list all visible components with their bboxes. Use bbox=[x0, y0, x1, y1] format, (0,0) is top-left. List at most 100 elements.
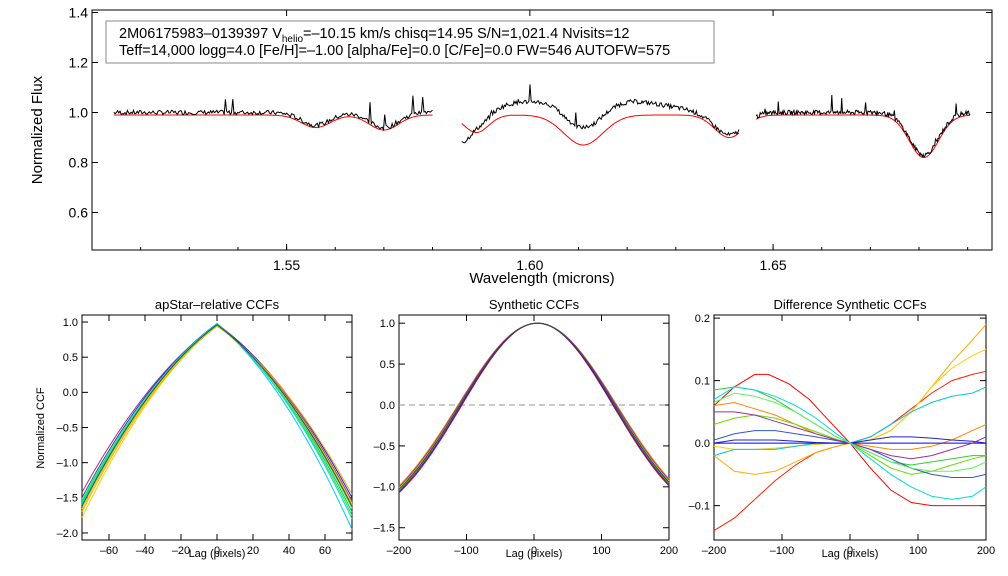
apstar-ccf-line bbox=[81, 324, 353, 502]
difference-x-tick-label: –100 bbox=[770, 545, 794, 557]
difference-y-tick-label: 0.0 bbox=[695, 438, 710, 450]
apstar-ccf-line bbox=[81, 323, 353, 499]
spectrum-y-tick-label: 1.2 bbox=[69, 54, 89, 70]
apstar-ccf-line bbox=[81, 324, 353, 518]
spectrum-y-tick-label: 1.0 bbox=[69, 104, 89, 120]
apstar-ccf-line bbox=[81, 325, 353, 513]
apstar-ccf-panel: –60 –40 –20 0 20 40 60 1.0 0.5 0.0 –0.5 –1.0 –1.5 –2.… bbox=[35, 297, 353, 560]
apstar-ccf-curves bbox=[81, 322, 353, 530]
spectrum-y-ticks: 0.6 0.8 1.0 1.2 1.4 bbox=[69, 4, 992, 220]
synthetic-ccf-line bbox=[398, 322, 670, 487]
synthetic-ccf-line bbox=[398, 322, 670, 494]
spectrum-axes-frame bbox=[91, 9, 993, 251]
spectrum-y-tick-label: 0.8 bbox=[69, 154, 89, 170]
apstar-ccf-y-axis-label: Normalized CCF bbox=[35, 387, 47, 469]
difference-ccf-x-axis-label: Lag (pixels) bbox=[822, 548, 879, 560]
synthetic-y-tick-label: –1.0 bbox=[374, 482, 395, 494]
spectrum-curves bbox=[113, 84, 971, 159]
apstar-x-tick-label: 0 bbox=[214, 545, 220, 557]
difference-ccf-line bbox=[714, 411, 987, 460]
synthetic-y-tick-label: 0.5 bbox=[380, 359, 395, 371]
apstar-ccf-title: apStar–relative CCFs bbox=[155, 297, 280, 312]
synthetic-ccf-x-axis-label: Lag (pixels) bbox=[506, 548, 563, 560]
apstar-x-tick-label: –60 bbox=[100, 545, 118, 557]
difference-ccf-line bbox=[713, 348, 987, 450]
annotation-line1-suffix: =–10.15 km/s chisq=14.95 S/N=1,021.4 Nvi… bbox=[303, 26, 629, 42]
synthetic-y-tick-label: 0.0 bbox=[380, 400, 395, 412]
model-spectrum-line bbox=[755, 114, 971, 159]
difference-ccf-line bbox=[713, 386, 987, 457]
difference-ccf-axes-frame bbox=[713, 314, 987, 541]
model-spectrum-line bbox=[113, 114, 433, 131]
apstar-ccf-ticks: –60 –40 –20 0 20 40 60 1.0 0.5 0.0 –0.5 –1.0 –1.5 –2.… bbox=[57, 315, 352, 557]
spectrum-y-tick-label: 1.4 bbox=[69, 4, 89, 20]
spectrum-x-tick-label: 1.60 bbox=[516, 257, 543, 273]
difference-y-tick-label: 0.1 bbox=[695, 375, 710, 387]
spectrum-x-tick-label: 1.55 bbox=[273, 257, 300, 273]
difference-x-tick-label: 0 bbox=[847, 545, 853, 557]
synthetic-x-tick-label: –200 bbox=[387, 545, 411, 557]
difference-x-tick-label: –200 bbox=[702, 545, 726, 557]
synthetic-x-tick-label: 100 bbox=[592, 545, 610, 557]
difference-ccf-line bbox=[713, 430, 987, 478]
difference-x-tick-label: 200 bbox=[977, 545, 995, 557]
spectrum-y-tick-label: 0.6 bbox=[69, 204, 89, 220]
apstar-ccf-line bbox=[81, 324, 353, 510]
synthetic-ccf-curves bbox=[398, 322, 670, 494]
apstar-y-tick-label: –0.5 bbox=[57, 422, 78, 434]
difference-ccf-curves bbox=[713, 324, 987, 532]
spectrum-y-axis-label: Normalized Flux bbox=[29, 75, 46, 184]
spectrum-x-ticks: 1.55 1.60 1.65 bbox=[91, 10, 969, 273]
apstar-x-tick-label: –20 bbox=[172, 545, 190, 557]
observed-spectrum-line bbox=[755, 94, 971, 159]
synthetic-x-tick-label: 0 bbox=[531, 545, 537, 557]
apstar-x-tick-label: 60 bbox=[319, 545, 331, 557]
difference-y-tick-label: –0.1 bbox=[689, 500, 710, 512]
synthetic-y-tick-label: –1.5 bbox=[374, 523, 395, 535]
apstar-x-tick-label: 40 bbox=[283, 545, 295, 557]
apstar-ccf-line bbox=[81, 324, 353, 516]
synthetic-y-tick-label: 1.0 bbox=[380, 318, 395, 330]
apstar-y-tick-label: 0.0 bbox=[63, 387, 78, 399]
spectrum-x-axis-label: Wavelength (microns) bbox=[469, 270, 614, 287]
synthetic-x-tick-label: –100 bbox=[454, 545, 478, 557]
annotation-line1-prefix: 2M06175983–0139397 V bbox=[119, 26, 282, 42]
apstar-ccf-line bbox=[81, 324, 353, 507]
synthetic-ccf-line bbox=[398, 322, 670, 489]
spectrum-panel: 0.6 0.8 1.0 1.2 1.4 1.55 1.60 1.65 2M06175983–… bbox=[29, 4, 993, 287]
synthetic-ccf-line bbox=[398, 322, 670, 491]
apstar-y-tick-label: 0.5 bbox=[63, 352, 78, 364]
model-spectrum-line bbox=[461, 114, 740, 146]
apstar-ccf-x-axis-label: Lag (pixels) bbox=[189, 548, 246, 560]
difference-x-tick-label: 100 bbox=[909, 545, 927, 557]
apstar-ccf-line bbox=[81, 324, 353, 509]
synthetic-ccf-line bbox=[398, 322, 670, 492]
apstar-ccf-line bbox=[81, 323, 353, 520]
apstar-ccf-line bbox=[81, 323, 353, 513]
spectrum-annotation-line2: Teff=14,000 logg=4.0 [Fe/H]=–1.00 [alpha… bbox=[119, 43, 670, 59]
spectrum-annotation-line1: 2M06175983–0139397 Vhelio=–10.15 km/s ch… bbox=[119, 26, 629, 45]
difference-ccf-line bbox=[713, 414, 987, 475]
difference-ccf-title: Difference Synthetic CCFs bbox=[774, 297, 927, 312]
apstar-x-tick-label: –40 bbox=[136, 545, 154, 557]
spectrum-annotation-box bbox=[105, 20, 715, 64]
observed-spectrum-line bbox=[113, 95, 433, 132]
apstar-y-tick-label: –2.0 bbox=[57, 528, 78, 540]
apstar-y-tick-label: –1.5 bbox=[57, 493, 78, 505]
observed-spectrum-line bbox=[461, 84, 740, 144]
apstar-x-tick-label: 20 bbox=[247, 545, 259, 557]
apstar-y-tick-label: 1.0 bbox=[63, 317, 78, 329]
synthetic-ccf-line bbox=[398, 322, 670, 490]
synthetic-ccf-panel: –200 –100 0 100 200 1.0 0.5 0.0 –0.5 –1.0 –1.5 Syn… bbox=[374, 297, 679, 560]
spectrum-x-tick-label: 1.65 bbox=[759, 257, 786, 273]
annotation-line1-subscript: helio bbox=[282, 34, 304, 45]
synthetic-y-tick-label: –0.5 bbox=[374, 441, 395, 453]
difference-y-tick-label: 0.2 bbox=[695, 313, 710, 325]
difference-ccf-line bbox=[713, 401, 987, 450]
synthetic-ccf-line bbox=[398, 322, 670, 490]
difference-ccf-panel: –200 –100 0 100 200 0.2 0.1 0.0 –0.1 Difference … bbox=[689, 297, 996, 560]
synthetic-ccf-title: Synthetic CCFs bbox=[489, 297, 580, 312]
synthetic-x-tick-label: 200 bbox=[660, 545, 678, 557]
difference-ccf-line bbox=[713, 392, 987, 472]
